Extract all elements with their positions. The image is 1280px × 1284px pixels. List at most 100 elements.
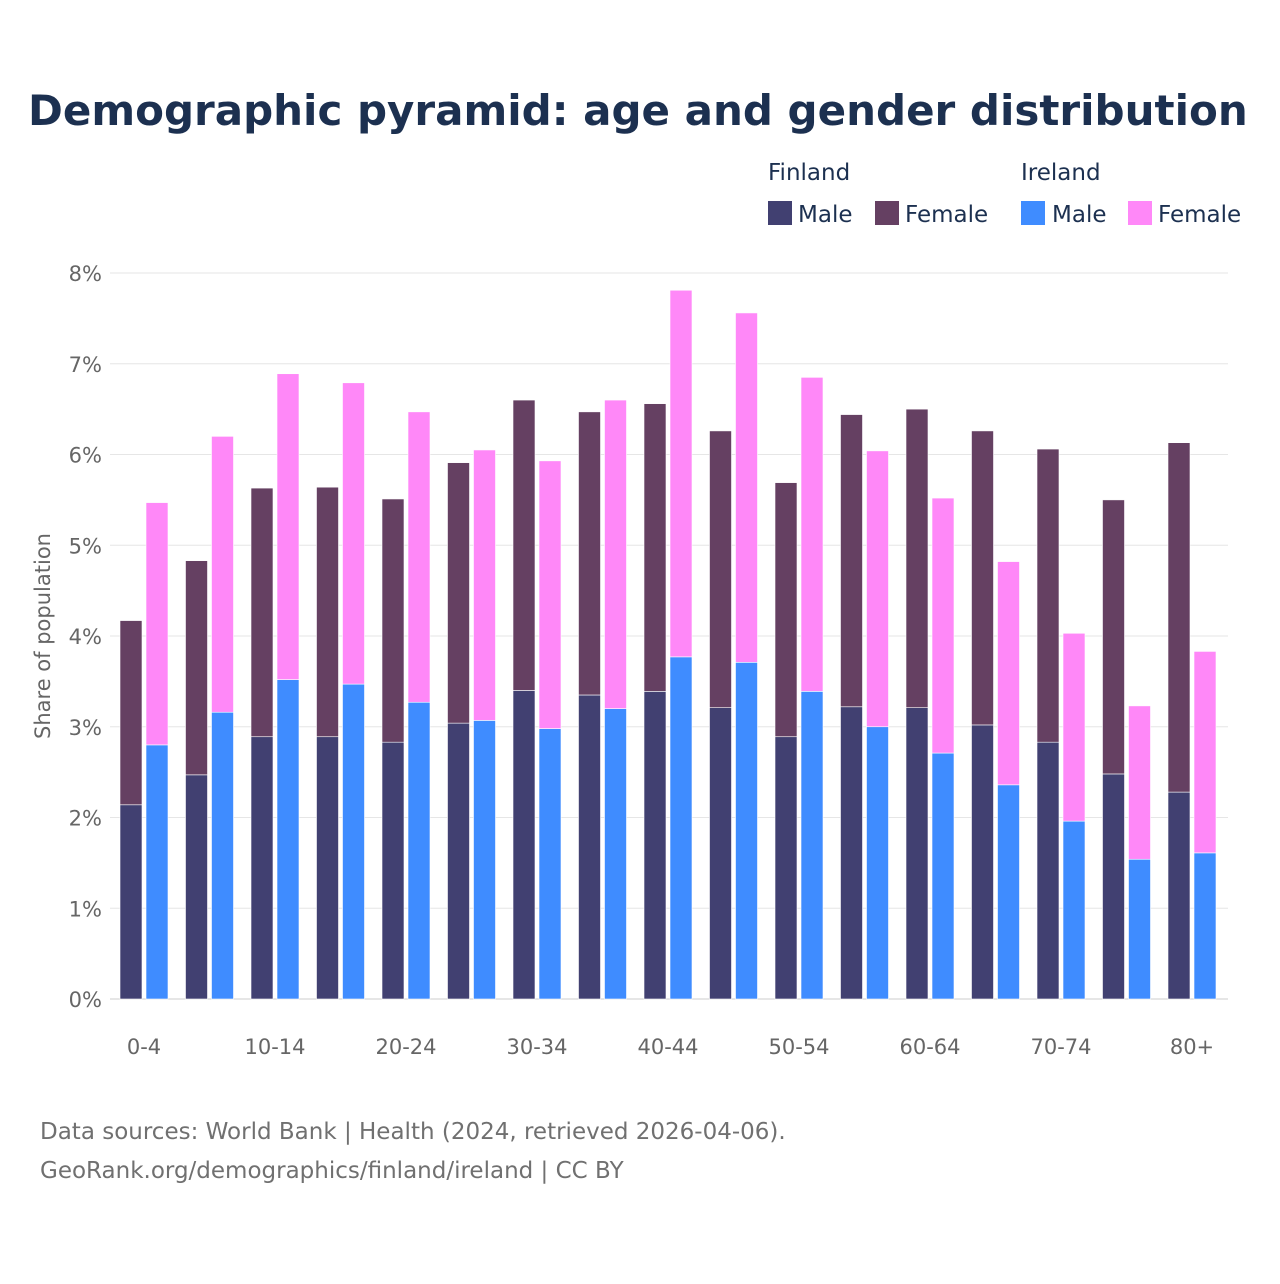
legend-label-ireland-female: Female	[1158, 202, 1241, 228]
bar-ireland-male-15-19	[342, 683, 365, 1000]
bar-ireland-female-0-4	[145, 502, 169, 746]
bar-ireland-female-50-54	[800, 377, 824, 692]
y-tick-label: 5%	[69, 534, 102, 558]
bar-ireland-male-30-34	[538, 728, 562, 1000]
bar-ireland-male-55-59	[866, 726, 889, 1000]
y-tick-label: 6%	[69, 444, 102, 468]
bar-finland-female-80+	[1167, 442, 1191, 793]
bar-ireland-male-10-14	[276, 679, 300, 1000]
x-tick-label: 50-54	[768, 1035, 829, 1059]
bar-finland-male-65-69	[971, 724, 994, 1000]
y-tick-label: 2%	[69, 807, 102, 831]
x-tick-label: 10-14	[244, 1035, 305, 1059]
legend-group-finland: Finland	[768, 160, 850, 186]
x-tick-label: 40-44	[637, 1035, 698, 1059]
bar-ireland-female-45-49	[735, 312, 758, 663]
bar-ireland-female-65-69	[997, 561, 1020, 786]
bar-finland-female-70-74	[1036, 448, 1060, 743]
bar-finland-male-20-24	[381, 741, 405, 1000]
bar-finland-female-75-79	[1102, 499, 1125, 775]
legend: Finland Male Female Ireland Male Female	[768, 160, 1241, 228]
bar-finland-female-20-24	[381, 498, 405, 743]
bar-ireland-male-25-29	[473, 720, 496, 1000]
legend-label-ireland-male: Male	[1052, 202, 1106, 228]
bar-finland-male-60-64	[905, 707, 929, 1000]
bar-ireland-male-20-24	[407, 701, 431, 1000]
x-tick-label: 60-64	[899, 1035, 960, 1059]
bar-ireland-female-55-59	[866, 450, 889, 728]
bar-finland-male-70-74	[1036, 741, 1060, 1000]
bar-finland-male-15-19	[316, 736, 339, 1000]
bar-finland-male-5-9	[185, 774, 208, 1000]
y-tick-label: 4%	[69, 625, 102, 649]
bar-ireland-female-10-14	[276, 373, 300, 680]
bar-ireland-male-70-74	[1062, 820, 1086, 1000]
legend-swatch-ireland-male	[1021, 201, 1045, 225]
y-tick-label: 3%	[69, 716, 102, 740]
bar-ireland-male-50-54	[800, 691, 824, 1000]
x-tick-label: 80+	[1170, 1035, 1214, 1059]
legend-swatch-finland-female	[875, 201, 899, 225]
bar-ireland-male-40-44	[669, 656, 693, 1000]
bar-ireland-male-75-79	[1128, 858, 1151, 1000]
bar-ireland-male-80+	[1193, 852, 1217, 1000]
bar-ireland-female-80+	[1193, 651, 1217, 854]
x-tick-label: 70-74	[1030, 1035, 1091, 1059]
bar-finland-female-10-14	[250, 487, 274, 738]
bar-ireland-female-5-9	[211, 436, 234, 713]
bar-ireland-male-35-39	[604, 708, 627, 1000]
bar-finland-male-80+	[1167, 791, 1191, 1000]
bar-finland-male-55-59	[840, 706, 863, 1000]
footer-source: Data sources: World Bank | Health (2024,…	[40, 1119, 786, 1145]
bar-finland-female-0-4	[119, 620, 143, 806]
bar-finland-male-25-29	[447, 722, 470, 1000]
legend-label-finland-female: Female	[905, 202, 988, 228]
bar-ireland-female-70-74	[1062, 632, 1086, 822]
bar-finland-female-35-39	[578, 411, 601, 696]
bar-ireland-female-25-29	[473, 449, 496, 721]
bar-finland-female-40-44	[643, 403, 667, 692]
bar-finland-male-50-54	[774, 736, 798, 1000]
bar-ireland-male-0-4	[145, 744, 169, 1000]
bar-finland-male-30-34	[512, 690, 536, 1000]
y-tick-label: 7%	[69, 353, 102, 377]
bar-ireland-female-35-39	[604, 399, 627, 709]
y-axis-label: Share of population	[31, 533, 55, 739]
bar-ireland-female-75-79	[1128, 705, 1151, 860]
legend-label-finland-male: Male	[798, 202, 852, 228]
bar-finland-male-45-49	[709, 707, 732, 1000]
bar-ireland-male-60-64	[931, 752, 955, 1000]
x-tick-label: 30-34	[506, 1035, 567, 1059]
bar-finland-female-65-69	[971, 430, 994, 726]
legend-swatch-finland-male	[768, 201, 792, 225]
bar-finland-female-25-29	[447, 462, 470, 724]
bar-finland-female-60-64	[905, 408, 929, 708]
bar-finland-female-15-19	[316, 486, 339, 738]
x-tick-label: 0-4	[127, 1035, 161, 1059]
bar-ireland-female-40-44	[669, 289, 693, 658]
bar-ireland-female-15-19	[342, 382, 365, 685]
bar-ireland-female-20-24	[407, 411, 431, 703]
bar-ireland-female-60-64	[931, 497, 955, 754]
bar-finland-male-35-39	[578, 694, 601, 1000]
bar-ireland-male-45-49	[735, 662, 758, 1000]
y-tick-label: 1%	[69, 897, 102, 921]
bar-finland-female-45-49	[709, 430, 732, 708]
bar-finland-female-55-59	[840, 414, 863, 708]
bar-finland-male-75-79	[1102, 773, 1125, 1000]
footer-license: GeoRank.org/demographics/finland/ireland…	[40, 1158, 625, 1184]
bar-ireland-male-5-9	[211, 711, 234, 1000]
bar-finland-male-40-44	[643, 691, 667, 1000]
bar-ireland-male-65-69	[997, 784, 1020, 1000]
x-tick-label: 20-24	[375, 1035, 436, 1059]
legend-group-ireland: Ireland	[1021, 160, 1101, 186]
legend-swatch-ireland-female	[1128, 201, 1152, 225]
y-tick-label: 0%	[69, 988, 102, 1012]
bar-finland-male-0-4	[119, 804, 143, 1000]
bar-ireland-female-30-34	[538, 460, 562, 729]
bar-finland-female-5-9	[185, 560, 208, 776]
bar-finland-female-50-54	[774, 482, 798, 738]
bar-finland-female-30-34	[512, 399, 536, 691]
